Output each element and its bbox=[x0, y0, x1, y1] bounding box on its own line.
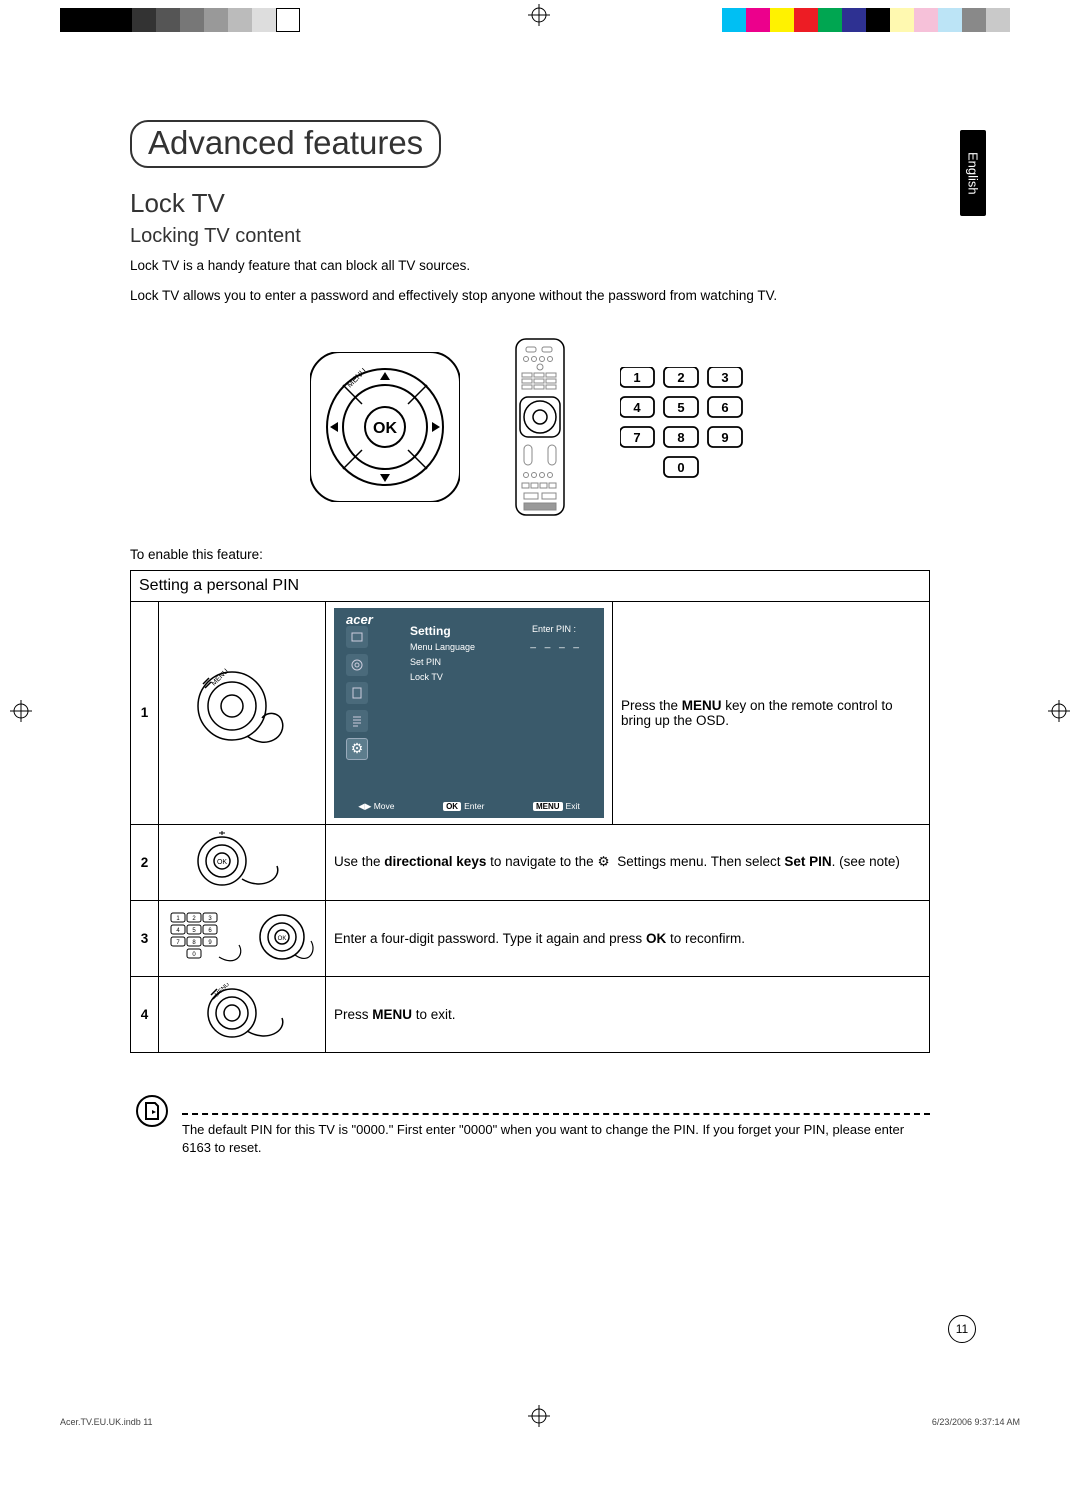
svg-text:4: 4 bbox=[633, 400, 641, 415]
osd-footer: ◀▶ Move OKEnter MENUExit bbox=[334, 801, 604, 812]
svg-text:5: 5 bbox=[192, 928, 196, 934]
note-block: The default PIN for this TV is "0000." F… bbox=[136, 1113, 930, 1159]
osd-menu-item: Menu Language bbox=[410, 640, 475, 655]
registration-mark-icon bbox=[528, 4, 550, 26]
svg-text:OK: OK bbox=[217, 859, 227, 866]
gear-icon: ⚙ bbox=[351, 740, 364, 757]
svg-text:2: 2 bbox=[677, 370, 684, 385]
svg-text:2: 2 bbox=[192, 916, 196, 922]
page-number: 11 bbox=[948, 1315, 976, 1343]
svg-text:3: 3 bbox=[208, 916, 212, 922]
osd-pin-dashes: _ _ _ _ bbox=[530, 638, 582, 649]
table-row: 3 1 2 3 4 5 6 7 8 9 0 bbox=[131, 900, 930, 976]
registration-mark-icon bbox=[10, 700, 32, 722]
subheading-locking-content: Locking TV content bbox=[130, 225, 930, 248]
numeric-keypad-illustration: 1 2 3 4 5 6 7 8 9 0 bbox=[620, 367, 750, 487]
table-row: 4 MENU Press MENU to exit. bbox=[131, 976, 930, 1052]
note-text: The default PIN for this TV is "0000." F… bbox=[182, 1121, 930, 1159]
footer-file-ref: Acer.TV.EU.UK.indb 11 bbox=[60, 1417, 153, 1427]
table-header: Setting a personal PIN bbox=[131, 570, 930, 601]
note-icon bbox=[136, 1095, 168, 1127]
svg-text:5: 5 bbox=[677, 400, 684, 415]
step-description: Press MENU to exit. bbox=[326, 976, 930, 1052]
svg-text:6: 6 bbox=[721, 400, 728, 415]
paragraph-intro-2: Lock TV allows you to enter a password a… bbox=[130, 286, 930, 306]
table-row: 1 MENU acer Setting Menu Language bbox=[131, 601, 930, 824]
step-description: Press the MENU key on the remote control… bbox=[613, 601, 930, 824]
table-row: 2 OK Use the directional keys to navigat… bbox=[131, 824, 930, 900]
print-footer-meta: Acer.TV.EU.UK.indb 11 6/23/2006 9:37:14 … bbox=[60, 1417, 1020, 1427]
gear-icon: ⚙ bbox=[597, 854, 613, 870]
svg-text:8: 8 bbox=[677, 430, 684, 445]
paragraph-intro-1: Lock TV is a handy feature that can bloc… bbox=[130, 256, 930, 276]
steps-table: Setting a personal PIN 1 MENU acer Setti… bbox=[130, 570, 930, 1053]
osd-screenshot: acer Setting Menu Language Set PIN Lock … bbox=[326, 601, 613, 824]
registration-mark-icon bbox=[1048, 700, 1070, 722]
svg-text:0: 0 bbox=[677, 460, 684, 475]
footer-timestamp: 6/23/2006 9:37:14 AM bbox=[932, 1417, 1020, 1427]
osd-sidebar-icons: ⚙ bbox=[346, 626, 374, 766]
remote-control-illustration bbox=[510, 337, 570, 517]
svg-text:9: 9 bbox=[721, 430, 728, 445]
ok-label: OK bbox=[373, 420, 397, 437]
menu-label: MENU bbox=[345, 366, 368, 389]
step-description: Enter a four-digit password. Type it aga… bbox=[326, 900, 930, 976]
svg-text:6: 6 bbox=[208, 928, 212, 934]
ok-directional-pad-illustration: OK MENU bbox=[310, 352, 460, 502]
osd-menu-item: Set PIN bbox=[410, 655, 475, 670]
step-illustration: MENU bbox=[159, 601, 326, 824]
heading-lock-tv: Lock TV bbox=[130, 188, 930, 219]
svg-text:1: 1 bbox=[176, 916, 180, 922]
osd-menu-item: Lock TV bbox=[410, 670, 475, 685]
step-number: 2 bbox=[131, 824, 159, 900]
svg-text:7: 7 bbox=[633, 430, 640, 445]
svg-text:8: 8 bbox=[192, 940, 196, 946]
svg-text:1: 1 bbox=[633, 370, 640, 385]
step-illustration: 1 2 3 4 5 6 7 8 9 0 bbox=[159, 900, 326, 976]
svg-text:4: 4 bbox=[176, 928, 180, 934]
osd-enter-pin-label: Enter PIN : bbox=[532, 624, 576, 634]
svg-text:7: 7 bbox=[176, 940, 180, 946]
svg-text:9: 9 bbox=[208, 940, 212, 946]
enable-feature-text: To enable this feature: bbox=[130, 547, 930, 562]
step-number: 3 bbox=[131, 900, 159, 976]
step-illustration: MENU bbox=[159, 976, 326, 1052]
section-title-box: Advanced features bbox=[130, 120, 441, 168]
grayscale-strip bbox=[60, 8, 300, 32]
svg-text:OK: OK bbox=[278, 936, 287, 942]
osd-brand: acer bbox=[346, 612, 373, 627]
page-content: Advanced features Lock TV Locking TV con… bbox=[130, 120, 930, 1158]
diagram-row: OK MENU bbox=[130, 337, 930, 517]
step-number: 4 bbox=[131, 976, 159, 1052]
osd-panel-title: Setting bbox=[410, 624, 451, 638]
language-tab: English bbox=[960, 130, 986, 216]
svg-text:3: 3 bbox=[721, 370, 728, 385]
osd-menu-items: Menu Language Set PIN Lock TV bbox=[410, 640, 475, 686]
svg-text:0: 0 bbox=[192, 952, 196, 958]
step-description: Use the directional keys to navigate to … bbox=[326, 824, 930, 900]
step-number: 1 bbox=[131, 601, 159, 824]
color-strip bbox=[722, 8, 1010, 32]
section-title: Advanced features bbox=[148, 124, 423, 161]
step-illustration: OK bbox=[159, 824, 326, 900]
